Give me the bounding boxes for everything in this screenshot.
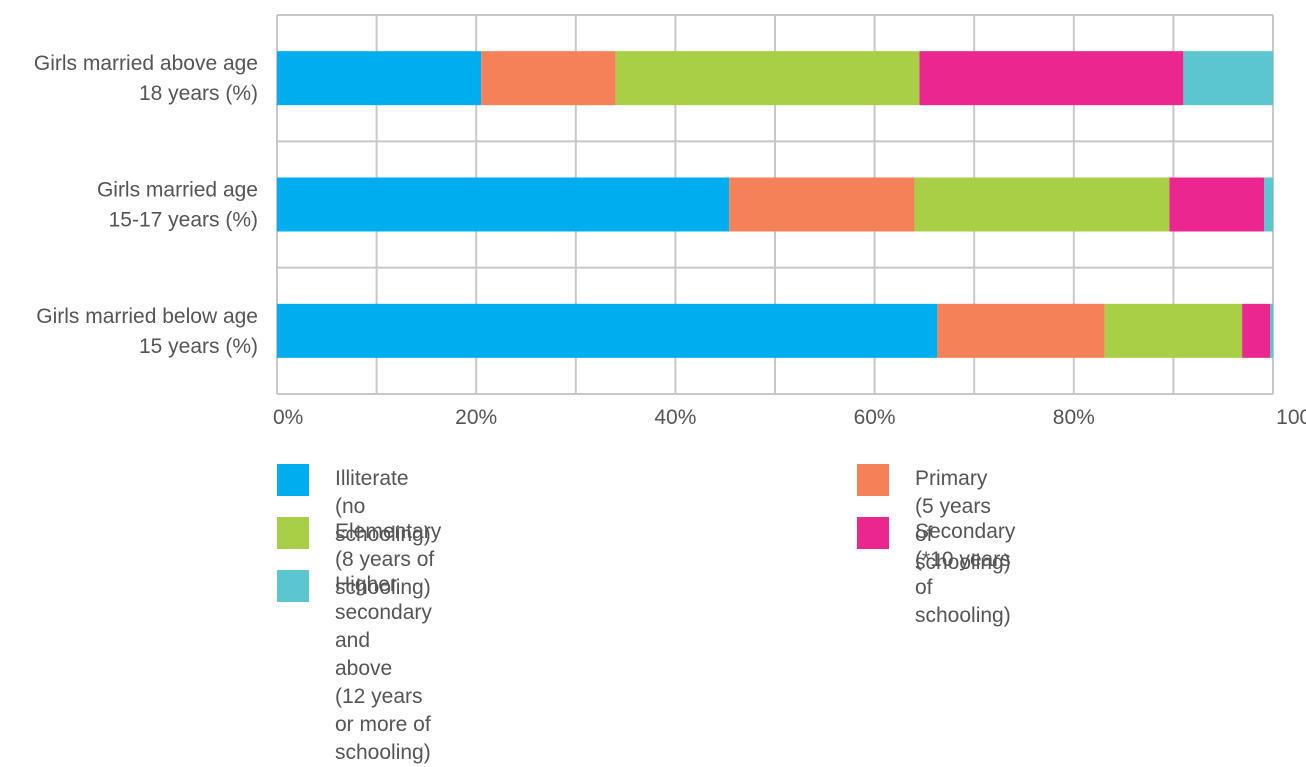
- bar-segment: [919, 51, 1184, 106]
- category-labels: Girls married above age 18 years (%) Girls…: [34, 52, 258, 358]
- bar-segment: [481, 51, 616, 106]
- bar-segment: [1242, 303, 1271, 358]
- bar-segment: [1169, 177, 1265, 232]
- x-tick-label: 100%: [1276, 406, 1306, 429]
- bar-segment: [277, 51, 482, 106]
- x-tick-label: 0%: [273, 406, 303, 429]
- bar-segment: [1270, 303, 1273, 358]
- legend-label: Higher secondary and above (12 years or …: [335, 573, 432, 764]
- bars: [277, 51, 1273, 358]
- legend-label: Primary (5 years of schooling): [915, 467, 1011, 574]
- stacked-bar-chart: Girls married above age 18 years (%) Girls…: [34, 14, 1306, 429]
- legend-swatch: [857, 464, 889, 496]
- legend-item: Elementary (8 years of schooling): [277, 517, 441, 602]
- x-axis-ticks: 0% 20% 40% 60% 80% 100%: [273, 406, 1306, 429]
- bar-segment: [277, 303, 938, 358]
- legend-label: Illiterate (no schooling): [335, 467, 431, 546]
- legend-swatch: [277, 464, 309, 496]
- bar-segment: [914, 177, 1170, 232]
- legend-item: Higher secondary and above (12 years or …: [277, 570, 432, 767]
- legend-label: Secondary (*10 years of schooling): [915, 520, 1016, 627]
- bar-segment: [1183, 51, 1273, 106]
- legend-swatch: [277, 517, 309, 549]
- x-tick-label: 20%: [455, 406, 497, 429]
- legend-item: Secondary (*10 years of schooling): [857, 517, 1015, 630]
- bar-segment: [729, 177, 915, 232]
- category-label: Girls married below age 15 years (%): [36, 305, 258, 358]
- legend-swatch: [857, 517, 889, 549]
- bar-segment: [937, 303, 1105, 358]
- x-tick-label: 60%: [854, 406, 896, 429]
- legend-item: Primary (5 years of schooling): [857, 464, 1011, 577]
- legend-item: Illiterate (no schooling): [277, 464, 431, 549]
- category-label: Girls married above age 18 years (%): [34, 52, 258, 105]
- bar-segment: [1264, 177, 1273, 232]
- category-label: Girls married age 15-17 years (%): [97, 179, 258, 232]
- bar-segment: [615, 51, 920, 106]
- bar-segment: [277, 177, 730, 232]
- x-tick-label: 40%: [654, 406, 696, 429]
- legend-swatch: [277, 570, 309, 602]
- bar-segment: [1104, 303, 1243, 358]
- legend-label: Elementary (8 years of schooling): [335, 520, 442, 599]
- x-tick-label: 80%: [1053, 406, 1095, 429]
